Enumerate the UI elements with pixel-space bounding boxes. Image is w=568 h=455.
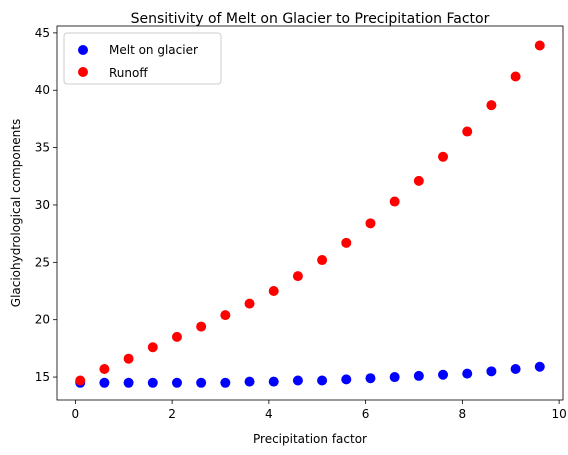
runoff-point xyxy=(341,237,352,248)
melt-point xyxy=(389,372,400,383)
legend: Melt on glacier Runoff xyxy=(63,32,222,85)
melt-point xyxy=(220,377,231,388)
x-tick-label: 10 xyxy=(551,407,566,421)
y-tick-label: 30 xyxy=(35,198,50,212)
runoff-point xyxy=(244,298,255,309)
runoff-point xyxy=(413,175,424,186)
chart-title: Sensitivity of Melt on Glacier to Precip… xyxy=(131,11,490,27)
x-tick-label: 4 xyxy=(265,407,273,421)
legend-label-runoff: Runoff xyxy=(109,66,148,80)
runoff-point xyxy=(486,100,497,111)
runoff-point xyxy=(389,196,400,207)
y-tick-label: 35 xyxy=(35,141,50,155)
melt-point xyxy=(99,377,110,388)
runoff-point xyxy=(268,286,279,297)
runoff-point xyxy=(534,40,545,51)
melt-point xyxy=(341,374,352,385)
runoff-point xyxy=(220,310,231,321)
runoff-point xyxy=(196,321,207,332)
y-axis-label: Glaciohydrological components xyxy=(9,119,23,307)
y-axis-ticks: 15 20 25 30 35 40 45 xyxy=(35,26,57,384)
y-tick-label: 25 xyxy=(35,255,50,269)
axes-frame xyxy=(56,25,564,401)
y-tick-label: 20 xyxy=(35,313,50,327)
runoff-point xyxy=(99,364,110,375)
x-tick-label: 6 xyxy=(362,407,370,421)
melt-point xyxy=(147,377,158,388)
x-axis-ticks: 0 2 4 6 8 10 xyxy=(72,400,567,421)
x-tick-label: 0 xyxy=(72,407,80,421)
legend-marker-melt xyxy=(78,45,88,55)
runoff-point xyxy=(510,71,521,82)
data-points xyxy=(75,40,545,388)
x-axis-label: Precipitation factor xyxy=(253,432,367,446)
y-tick-label: 40 xyxy=(35,83,50,97)
y-tick-label: 15 xyxy=(35,370,50,384)
runoff-point xyxy=(292,271,303,282)
legend-box xyxy=(63,32,222,85)
y-tick-label: 45 xyxy=(35,26,50,40)
runoff-point xyxy=(438,151,449,162)
melt-point xyxy=(123,377,134,388)
runoff-point xyxy=(123,353,134,364)
legend-label-melt: Melt on glacier xyxy=(109,43,198,57)
melt-point xyxy=(438,369,449,380)
melt-point xyxy=(365,373,376,384)
runoff-point xyxy=(462,126,473,137)
melt-point xyxy=(486,366,497,377)
melt-point xyxy=(292,375,303,386)
x-tick-label: 8 xyxy=(459,407,467,421)
melt-point xyxy=(196,377,207,388)
runoff-point xyxy=(317,255,328,266)
melt-point xyxy=(317,375,328,386)
melt-point xyxy=(510,364,521,375)
melt-point xyxy=(462,368,473,379)
melt-point xyxy=(534,361,545,372)
runoff-point xyxy=(75,375,86,386)
runoff-point xyxy=(147,342,158,353)
melt-point xyxy=(244,376,255,387)
x-tick-label: 2 xyxy=(168,407,176,421)
runoff-point xyxy=(171,331,182,342)
melt-point xyxy=(171,377,182,388)
legend-marker-runoff xyxy=(78,67,88,77)
melt-point xyxy=(413,370,424,381)
runoff-point xyxy=(365,218,376,229)
melt-point xyxy=(268,376,279,387)
